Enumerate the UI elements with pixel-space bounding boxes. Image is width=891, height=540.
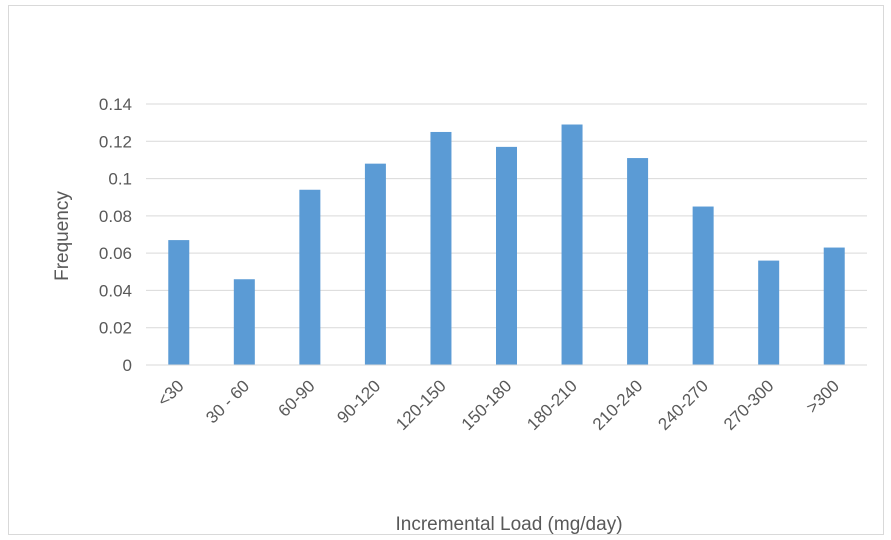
bar xyxy=(430,131,452,365)
x-tick-label: 60-90 xyxy=(275,376,319,420)
bar xyxy=(692,206,714,365)
x-tick-label: <30 xyxy=(154,376,188,410)
x-tick-label: 90-120 xyxy=(333,376,384,427)
y-tick-label: 0.12 xyxy=(99,132,132,151)
x-tick-label: 240-270 xyxy=(654,376,712,434)
y-tick-label: 0.14 xyxy=(99,95,132,114)
x-tick-label: >300 xyxy=(803,376,844,417)
y-axis-ticks: 0 0.02 0.04 0.06 0.08 0.1 0.12 0.14 xyxy=(99,95,132,375)
bar xyxy=(496,146,517,365)
bar xyxy=(561,124,583,365)
x-axis-ticks: <30 30 - 60 60-90 90-120 120-150 150-180 180-2… xyxy=(154,376,843,434)
x-tick-label: 150-180 xyxy=(458,376,516,434)
bar xyxy=(364,163,386,365)
bar xyxy=(627,158,649,365)
bars xyxy=(168,124,845,365)
bar xyxy=(823,247,845,365)
x-tick-label: 180-210 xyxy=(523,376,581,434)
x-tick-label: 30 - 60 xyxy=(202,376,253,427)
y-tick-label: 0.04 xyxy=(99,281,132,300)
bar xyxy=(233,279,255,365)
bar xyxy=(299,189,321,365)
x-tick-label: 210-240 xyxy=(589,376,647,434)
y-tick-label: 0.1 xyxy=(108,170,132,189)
x-tick-label: 120-150 xyxy=(392,376,450,434)
x-tick-label: 270-300 xyxy=(720,376,778,434)
y-tick-label: 0.08 xyxy=(99,207,132,226)
bar xyxy=(168,240,190,365)
y-tick-label: 0.02 xyxy=(99,319,132,338)
y-axis-title: Frequency xyxy=(52,191,73,281)
y-tick-label: 0.06 xyxy=(99,244,132,263)
x-axis-title: Incremental Load (mg/day) xyxy=(395,514,622,535)
y-tick-label: 0 xyxy=(123,356,132,375)
bar xyxy=(758,260,780,365)
